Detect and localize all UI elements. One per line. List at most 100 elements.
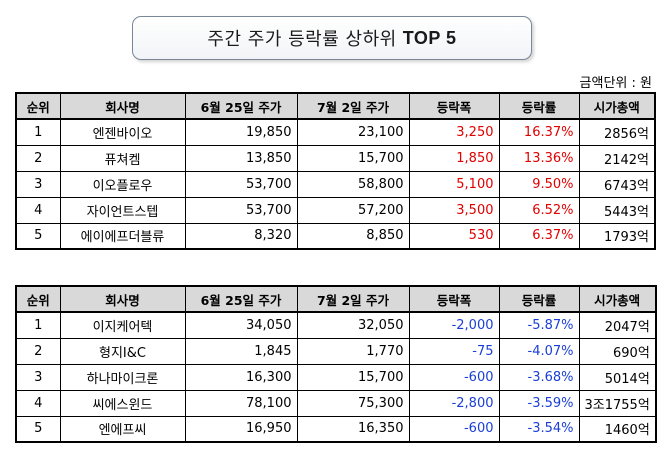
table-row: 5 엔에프씨 16,950 16,350 -600 -3.54% 1460억 — [15, 415, 657, 443]
cell-company: 에이에프더블류 — [59, 222, 186, 250]
cell-company: 엔젠바이오 — [59, 118, 186, 146]
title-main-text: 주간 주가 등락률 상하위 — [207, 29, 397, 50]
cell-company: 씨에스윈드 — [59, 389, 186, 417]
header-market-cap: 시가총액 — [578, 92, 656, 120]
cell-rank: 1 — [15, 118, 61, 146]
top-losers-table: 순위 회사명 6월 25일 주가 7월 2일 주가 등락폭 등락률 시가총액 1… — [15, 285, 657, 443]
table-row: 4 자이언트스텝 53,700 57,200 3,500 6.52% 5443억 — [15, 196, 656, 224]
table-body: 1 이지케어텍 34,050 32,050 -2,000 -5.87% 2047억 2 형지I&… — [15, 311, 657, 443]
cell-market-cap: 1460억 — [578, 415, 657, 443]
cell-change: 3,500 — [408, 196, 500, 224]
cell-rank: 4 — [15, 196, 61, 224]
cell-price-0625: 1,845 — [184, 337, 298, 365]
cell-rank: 2 — [15, 337, 61, 365]
cell-market-cap: 5014억 — [578, 363, 657, 391]
cell-price-0625: 53,700 — [184, 170, 298, 198]
header-company: 회사명 — [59, 92, 186, 120]
cell-rate: -5.87% — [498, 311, 580, 339]
cell-price-0702: 75,300 — [296, 389, 410, 417]
cell-rate: -3.68% — [498, 363, 580, 391]
table-row: 4 씨에스윈드 78,100 75,300 -2,800 -3.59% 3조1755억 — [15, 389, 657, 417]
header-rank: 순위 — [15, 285, 61, 313]
header-price-0625: 6월 25일 주가 — [184, 285, 298, 313]
header-change: 등락폭 — [408, 92, 500, 120]
cell-change: 1,850 — [408, 144, 500, 172]
cell-rate: -3.54% — [498, 415, 580, 443]
cell-market-cap: 2142억 — [578, 144, 656, 172]
header-company: 회사명 — [59, 285, 186, 313]
cell-market-cap: 2047억 — [578, 311, 657, 339]
cell-price-0702: 57,200 — [296, 196, 410, 224]
cell-rate: 13.36% — [498, 144, 580, 172]
cell-price-0625: 34,050 — [184, 311, 298, 339]
cell-rate: -3.59% — [498, 389, 580, 417]
header-rank: 순위 — [15, 92, 61, 120]
cell-company: 자이언트스텝 — [59, 196, 186, 224]
page-title: 주간 주가 등락률 상하위 TOP 5 — [132, 16, 532, 60]
cell-change: -600 — [408, 415, 500, 443]
cell-price-0702: 8,850 — [296, 222, 410, 250]
table-row: 1 엔젠바이오 19,850 23,100 3,250 16.37% 2856억 — [15, 118, 656, 146]
cell-price-0702: 23,100 — [296, 118, 410, 146]
cell-company: 형지I&C — [59, 337, 186, 365]
table-header: 순위 회사명 6월 25일 주가 7월 2일 주가 등락폭 등락률 시가총액 — [15, 92, 656, 120]
cell-market-cap: 2856억 — [578, 118, 656, 146]
cell-market-cap: 6743억 — [578, 170, 656, 198]
cell-change: -2,000 — [408, 311, 500, 339]
cell-change: 530 — [408, 222, 500, 250]
cell-price-0702: 1,770 — [296, 337, 410, 365]
table-body: 1 엔젠바이오 19,850 23,100 3,250 16.37% 2856억 2 퓨쳐켐 13… — [15, 118, 656, 250]
cell-price-0702: 15,700 — [296, 363, 410, 391]
cell-price-0702: 58,800 — [296, 170, 410, 198]
cell-rank: 4 — [15, 389, 61, 417]
header-price-0702: 7월 2일 주가 — [296, 92, 410, 120]
cell-price-0702: 16,350 — [296, 415, 410, 443]
table-row: 5 에이에프더블류 8,320 8,850 530 6.37% 1793억 — [15, 222, 656, 250]
table-row: 3 이오플로우 53,700 58,800 5,100 9.50% 6743억 — [15, 170, 656, 198]
cell-change: -75 — [408, 337, 500, 365]
table-row: 2 형지I&C 1,845 1,770 -75 -4.07% 690억 — [15, 337, 657, 365]
cell-market-cap: 3조1755억 — [578, 389, 657, 417]
cell-change: -2,800 — [408, 389, 500, 417]
cell-rate: 9.50% — [498, 170, 580, 198]
cell-rank: 3 — [15, 170, 61, 198]
cell-company: 엔에프씨 — [59, 415, 186, 443]
cell-rank: 2 — [15, 144, 61, 172]
cell-price-0625: 16,950 — [184, 415, 298, 443]
cell-price-0625: 16,300 — [184, 363, 298, 391]
header-change: 등락폭 — [408, 285, 500, 313]
cell-rank: 1 — [15, 311, 61, 339]
cell-price-0702: 32,050 — [296, 311, 410, 339]
cell-rank: 3 — [15, 363, 61, 391]
cell-price-0625: 19,850 — [184, 118, 298, 146]
cell-change: 3,250 — [408, 118, 500, 146]
header-rate: 등락률 — [498, 285, 580, 313]
cell-change: 5,100 — [408, 170, 500, 198]
unit-label: 금액단위 : 원 — [579, 76, 652, 91]
cell-price-0625: 78,100 — [184, 389, 298, 417]
cell-market-cap: 690억 — [578, 337, 657, 365]
cell-price-0702: 15,700 — [296, 144, 410, 172]
table-row: 2 퓨쳐켐 13,850 15,700 1,850 13.36% 2142억 — [15, 144, 656, 172]
cell-change: -600 — [408, 363, 500, 391]
cell-company: 하나마이크론 — [59, 363, 186, 391]
cell-price-0625: 8,320 — [184, 222, 298, 250]
header-price-0702: 7월 2일 주가 — [296, 285, 410, 313]
table-row: 1 이지케어텍 34,050 32,050 -2,000 -5.87% 2047억 — [15, 311, 657, 339]
cell-company: 퓨쳐켐 — [59, 144, 186, 172]
header-price-0625: 6월 25일 주가 — [184, 92, 298, 120]
cell-rate: 6.52% — [498, 196, 580, 224]
cell-rate: -4.07% — [498, 337, 580, 365]
title-bold-text: TOP 5 — [402, 27, 457, 48]
cell-price-0625: 13,850 — [184, 144, 298, 172]
cell-company: 이오플로우 — [59, 170, 186, 198]
cell-market-cap: 1793억 — [578, 222, 656, 250]
cell-rank: 5 — [15, 222, 61, 250]
cell-market-cap: 5443억 — [578, 196, 656, 224]
cell-company: 이지케어텍 — [59, 311, 186, 339]
table-header: 순위 회사명 6월 25일 주가 7월 2일 주가 등락폭 등락률 시가총액 — [15, 285, 657, 313]
cell-rate: 16.37% — [498, 118, 580, 146]
cell-rate: 6.37% — [498, 222, 580, 250]
table-row: 3 하나마이크론 16,300 15,700 -600 -3.68% 5014억 — [15, 363, 657, 391]
cell-price-0625: 53,700 — [184, 196, 298, 224]
